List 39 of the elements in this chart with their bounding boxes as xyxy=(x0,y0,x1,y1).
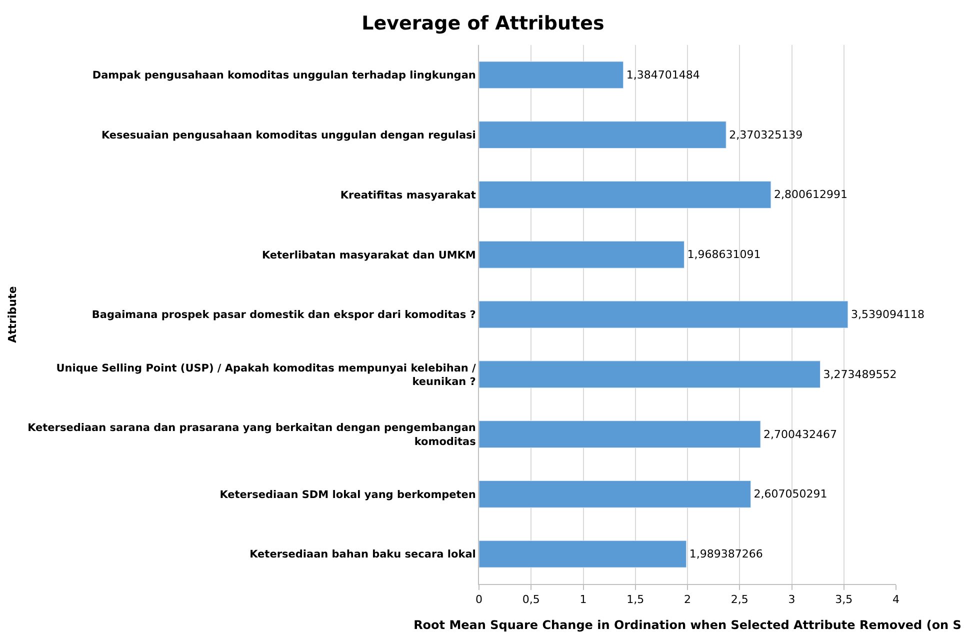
bar xyxy=(479,240,684,268)
bar xyxy=(479,181,772,208)
y-tick-label: Kreatifitas masyarakat xyxy=(340,189,476,202)
x-tick-label: 3 xyxy=(788,593,796,606)
bar xyxy=(479,420,761,448)
x-tick-label: 0 xyxy=(476,593,482,606)
y-tick-label: Kesesuaian pengusahaan komoditas unggulan dengan regulasi xyxy=(101,130,476,142)
chart-title: Leverage of Attributes xyxy=(362,12,604,34)
bar xyxy=(479,360,821,388)
y-tick-label: Dampak pengusahaan komoditas unggulan terhadap lingkungan xyxy=(92,70,476,82)
data-label: 1,968631091 xyxy=(687,248,761,262)
y-axis-title: Attribute xyxy=(6,286,20,343)
bar xyxy=(479,540,687,568)
data-label: 1,384701484 xyxy=(626,68,700,82)
data-label: 3,539094118 xyxy=(850,308,924,321)
x-tick-label: 4 xyxy=(892,593,900,606)
y-tick-label: Unique Selling Point (USP) / Apakah komoditas mempunyai kelebihan / keunikan ? xyxy=(56,362,476,388)
bar xyxy=(479,480,752,508)
data-label: 1,989387266 xyxy=(689,548,763,561)
y-tick-label: Ketersediaan SDM lokal yang berkompeten xyxy=(220,488,476,501)
y-tick-label: Keterlibatan masyarakat dan UMKM xyxy=(262,249,476,262)
data-label: 2,800612991 xyxy=(774,188,848,202)
x-tick-label: 1 xyxy=(580,593,587,606)
x-tick-label: 1,5 xyxy=(626,593,644,606)
y-tick-label: Ketersediaan sarana dan prasarana yang berkaitan dengan pengembangan komoditas xyxy=(28,422,476,448)
data-label: 2,700432467 xyxy=(764,428,838,441)
y-tick-label: Bagaimana prospek pasar domestik dan ekspor dari komoditas ? xyxy=(92,309,476,322)
y-tick-label: Ketersediaan bahan baku secara lokal xyxy=(250,548,476,561)
data-label: 2,607050291 xyxy=(754,488,828,501)
bar xyxy=(479,61,624,89)
bar xyxy=(479,300,848,328)
bar xyxy=(479,121,726,149)
x-axis-title: Root Mean Square Change in Ordination when Selected Attribute Removed (on S xyxy=(414,618,962,632)
x-tick-label: 0,5 xyxy=(522,593,540,606)
data-label: 2,370325139 xyxy=(729,128,803,142)
x-tick-label: 3,5 xyxy=(835,593,853,606)
x-tick-label: 2,5 xyxy=(730,593,748,606)
x-tick-label: 2 xyxy=(684,593,691,606)
data-label: 3,273489552 xyxy=(823,368,897,381)
